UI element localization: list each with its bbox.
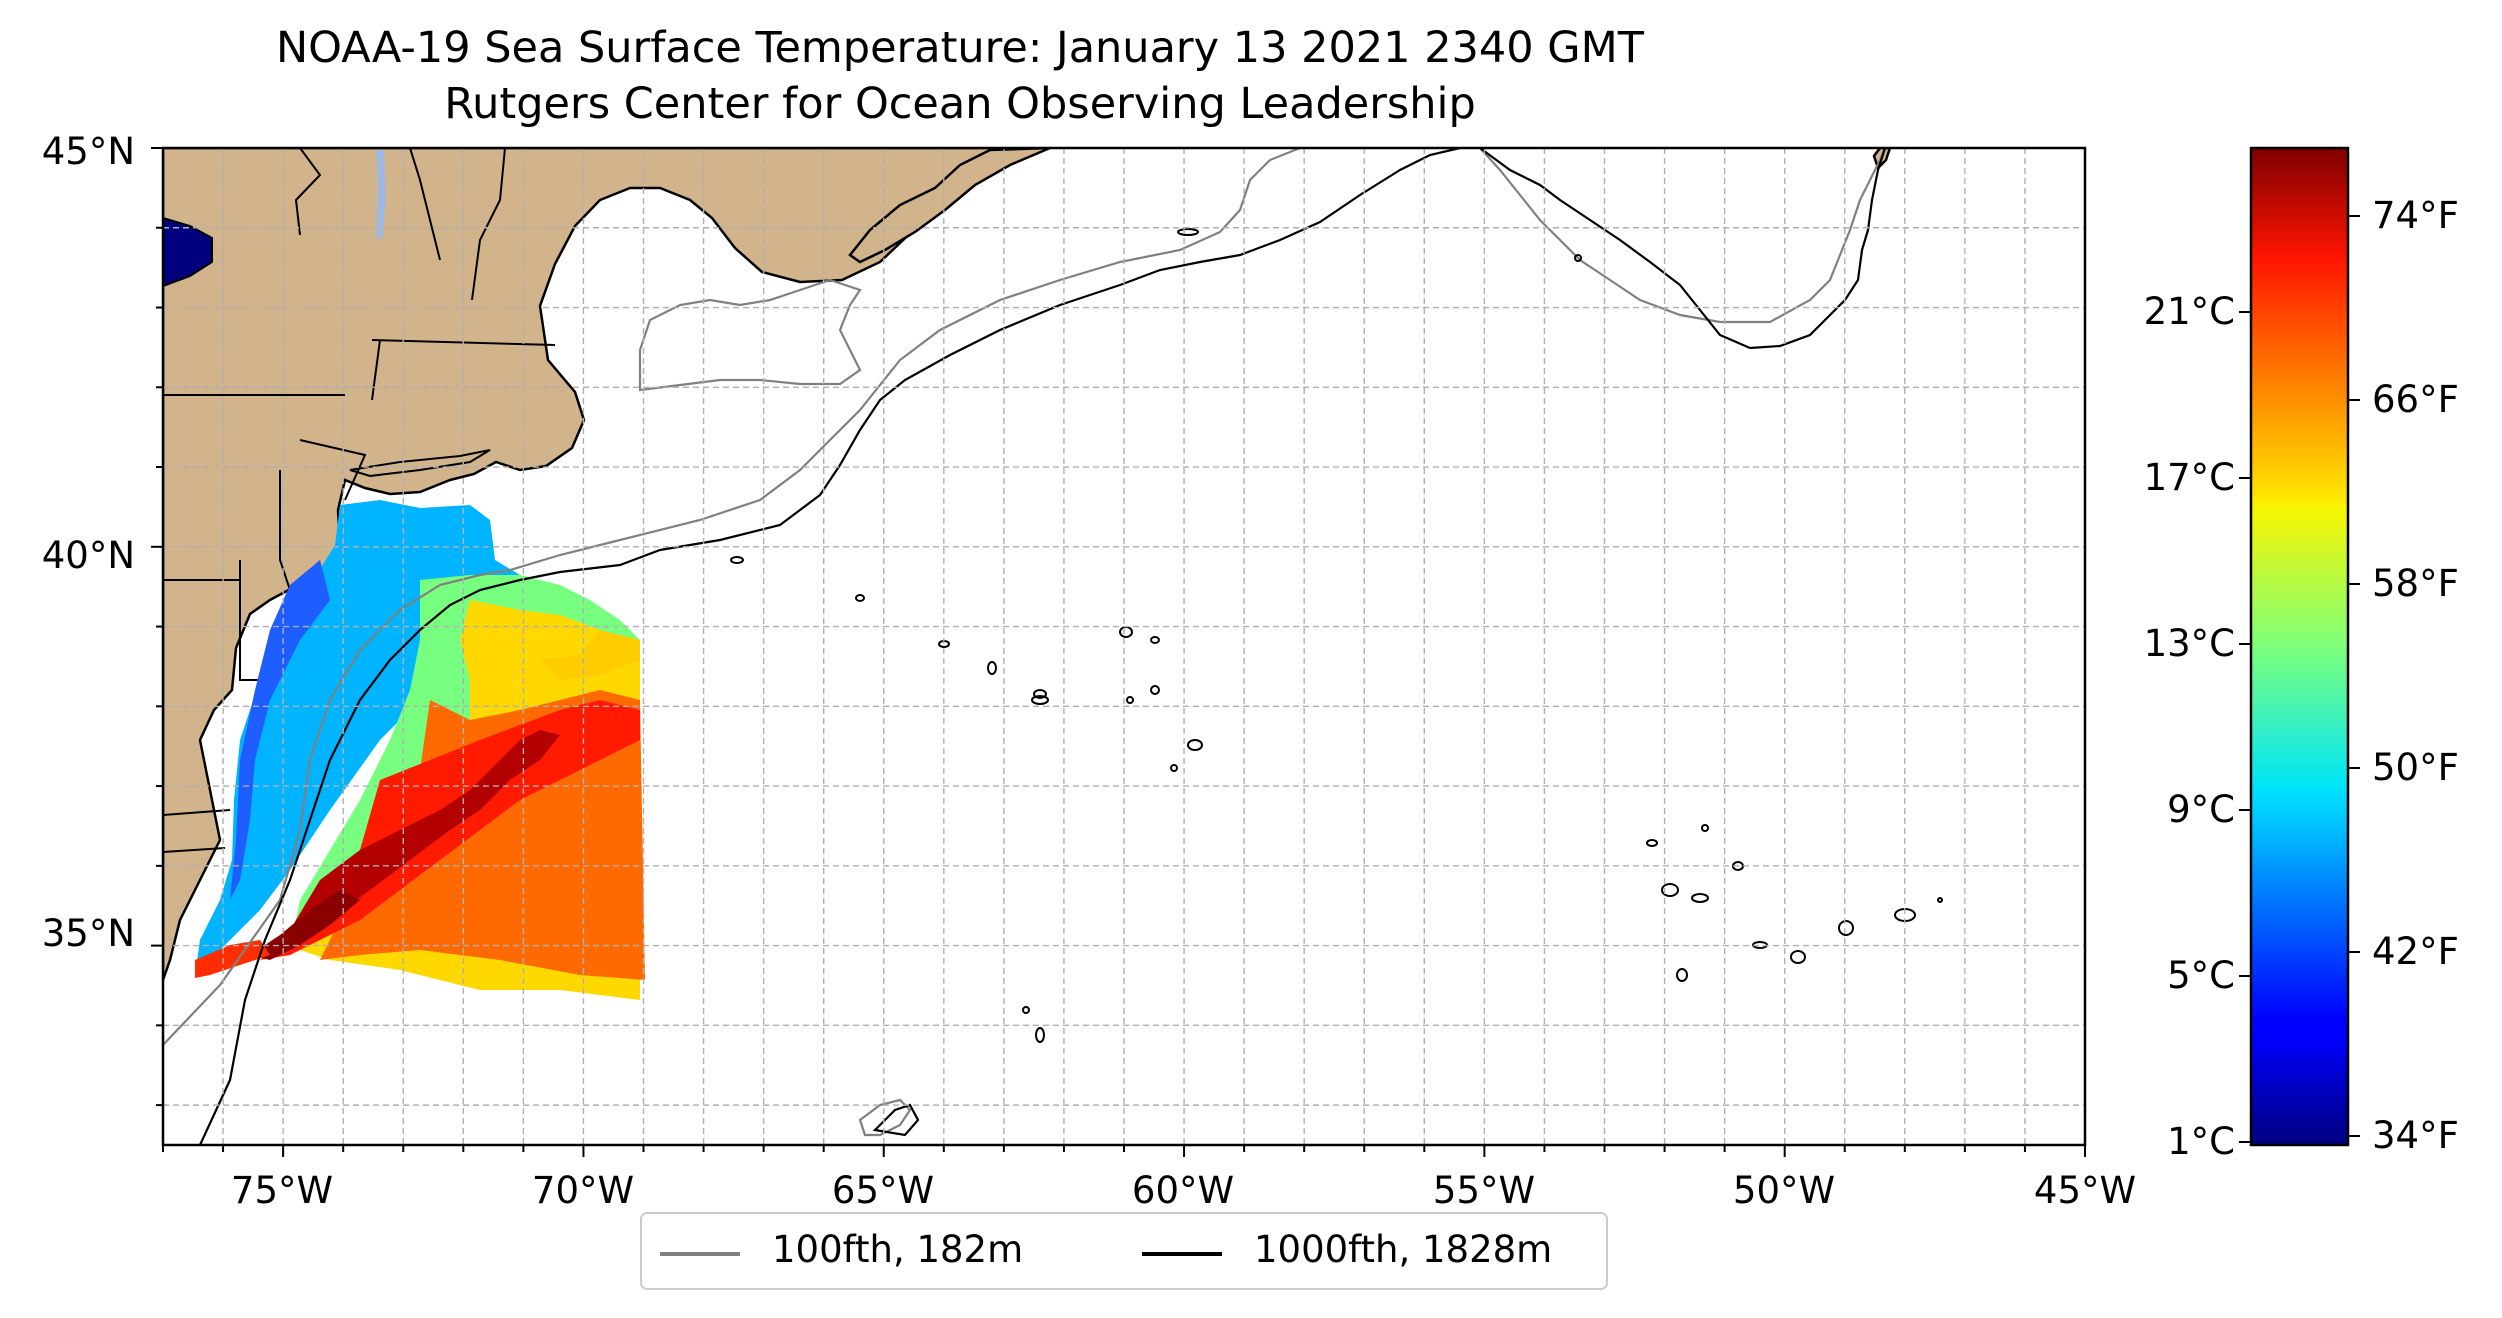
seamount-contours [730,228,1943,1043]
colorbar-celsius-tick: 21°C [2143,290,2235,333]
lon-tick-label: 60°W [1131,1169,1235,1212]
colorbar-celsius-tick: 13°C [2143,622,2235,665]
legend-swatch-100fth [660,1252,740,1256]
colorbar-fahrenheit-tick: 74°F [2372,194,2459,237]
lat-tick-label: 45°N [41,130,135,173]
legend-label-1000fth: 1000fth, 1828m [1254,1228,1553,1271]
gridlines [163,148,2085,1145]
legend-swatch-1000fth [1142,1252,1222,1256]
lake-champlain [376,150,386,240]
legend-label-100fth: 100fth, 182m [772,1228,1024,1271]
colorbar-fahrenheit-tick: 34°F [2372,1114,2459,1157]
land-nova-scotia [848,148,1051,264]
title-line-1: NOAA-19 Sea Surface Temperature: January… [276,23,1644,73]
colorbar-fahrenheit-tick: 42°F [2372,930,2459,973]
legend: 100fth, 182m 1000fth, 1828m [640,1212,1608,1290]
isobath-1000fth [199,148,1887,1145]
lon-tick-label: 55°W [1432,1169,1536,1212]
lon-tick-label: 70°W [531,1169,635,1212]
isobath-100fth [163,148,1887,1137]
colorbar-celsius-tick: 17°C [2143,456,2235,499]
lon-tick-label: 65°W [831,1169,935,1212]
colorbar-celsius-tick: 5°C [2167,954,2235,997]
lon-tick-label: 75°W [230,1169,334,1212]
lake-ontario-edge [163,216,213,288]
land-north-america [163,148,1051,981]
map-plot-area [163,148,2085,1145]
colorbar-celsius-tick: 9°C [2167,788,2235,831]
colorbar [2249,146,2350,1147]
lat-tick-label: 40°N [41,534,135,577]
lat-tick-label: 35°N [41,912,135,955]
title-line-2: Rutgers Center for Ocean Observing Leade… [444,79,1476,129]
colorbar-celsius-tick: 1°C [2167,1120,2235,1163]
colorbar-fahrenheit-tick: 58°F [2372,562,2459,605]
colorbar-fahrenheit-tick: 50°F [2372,746,2459,789]
lon-tick-label: 50°W [1732,1169,1836,1212]
lon-tick-label: 45°W [2033,1169,2137,1212]
colorbar-fahrenheit-tick: 66°F [2372,378,2459,421]
land-long-island [349,449,491,478]
